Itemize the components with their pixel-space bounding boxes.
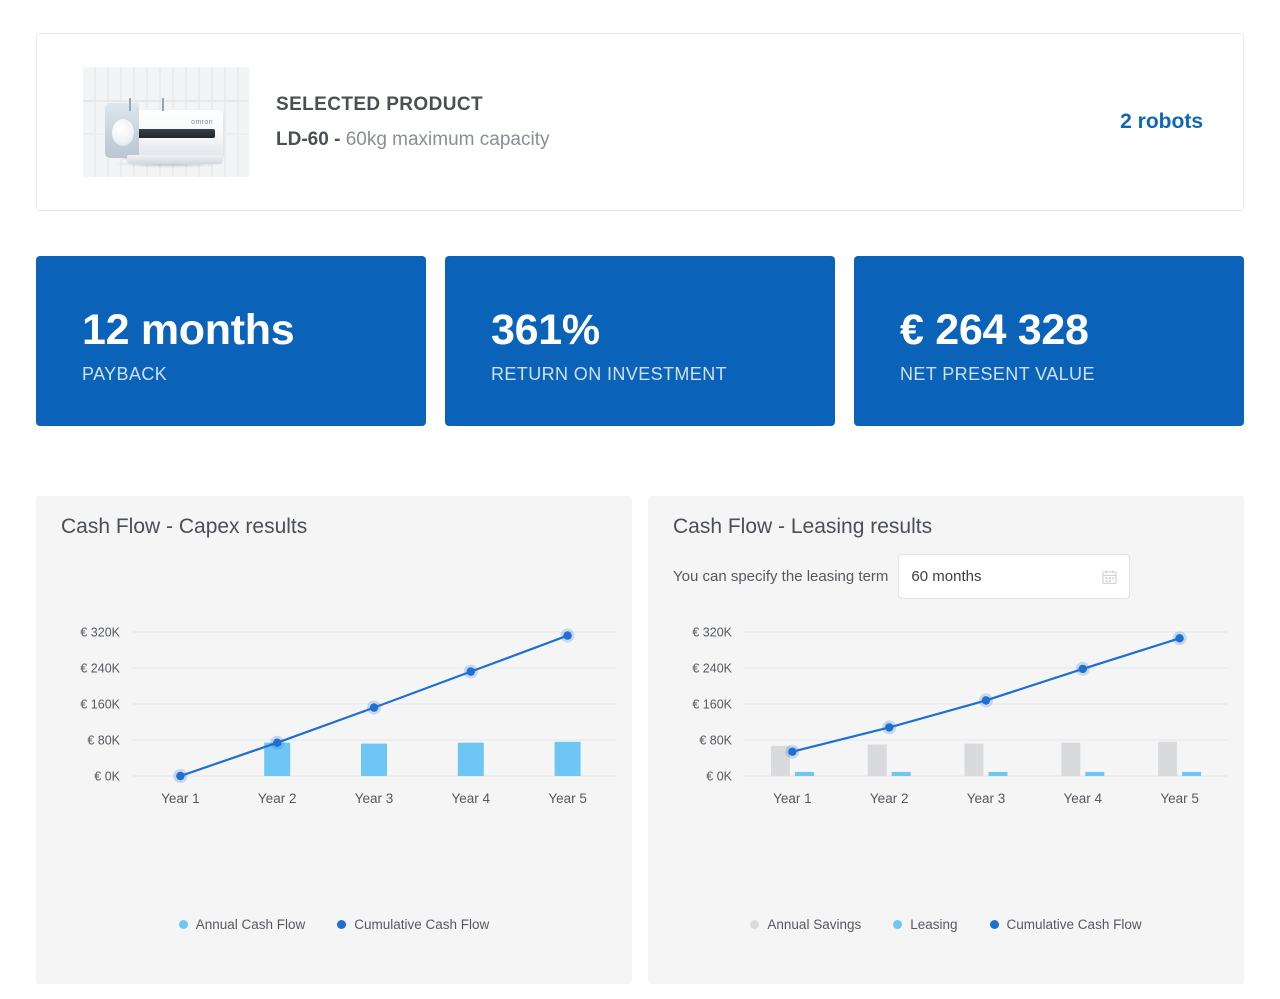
svg-text:€ 160K: € 160K: [80, 698, 120, 712]
svg-text:€ 240K: € 240K: [80, 662, 120, 676]
legend-label: Cumulative Cash Flow: [1006, 917, 1142, 932]
kpi-card-payback: 12 months PAYBACK: [36, 256, 426, 426]
legend-dot-icon: [337, 920, 347, 929]
calendar-icon[interactable]: [1102, 569, 1118, 585]
svg-text:€ 0K: € 0K: [706, 770, 732, 784]
leasing-chart-panel: Cash Flow - Leasing results You can spec…: [648, 496, 1244, 984]
legend-dot-icon: [893, 920, 903, 929]
product-text-block: SELECTED PRODUCT LD-60 - 60kg maximum ca…: [276, 94, 549, 151]
robot-illustration: omron: [105, 96, 225, 168]
robot-brand-logo: omron: [191, 119, 213, 126]
capex-plot-area: € 0K € 80K € 160K € 240K € 320K Year 1 Year 2 Y…: [36, 496, 632, 984]
legend-dot-icon: [178, 920, 188, 929]
charts-row: Cash Flow - Capex results € 0K € 80K € 160…: [36, 496, 1244, 984]
capex-chart-title: Cash Flow - Capex results: [61, 515, 308, 538]
svg-text:€ 80K: € 80K: [699, 734, 732, 748]
capex-chart-panel: Cash Flow - Capex results € 0K € 80K € 160…: [36, 496, 632, 984]
legend-item-annual-cash-flow[interactable]: Annual Cash Flow: [178, 917, 306, 932]
kpi-label-payback: PAYBACK: [82, 364, 168, 385]
leasing-chart-title: Cash Flow - Leasing results: [673, 515, 933, 538]
legend-label: Annual Savings: [767, 917, 862, 932]
kpi-card-roi: 361% RETURN ON INVESTMENT: [445, 256, 835, 426]
leasing-term-input[interactable]: 60 months: [898, 554, 1131, 599]
leasing-plot-svg: € 0K € 80K € 160K € 240K € 320K Year 1 Year 2 Y…: [692, 626, 1228, 806]
kpi-value-payback: 12 months: [82, 306, 295, 354]
svg-text:Year 4: Year 4: [452, 791, 491, 806]
legend-label: Cumulative Cash Flow: [354, 917, 490, 932]
kpi-card-npv: € 264 328 NET PRESENT VALUE: [854, 256, 1244, 426]
product-name-row: LD-60 - 60kg maximum capacity: [276, 129, 549, 151]
legend-dot-icon: [989, 920, 999, 929]
svg-text:€ 240K: € 240K: [692, 662, 732, 676]
leasing-term-row: You can specify the leasing term 60 mont…: [673, 554, 1131, 599]
legend-dot-icon: [750, 920, 760, 929]
svg-text:€ 0K: € 0K: [94, 770, 120, 784]
selected-product-card: omron SELECTED PRODUCT LD-60 - 60kg maxi…: [36, 33, 1244, 211]
svg-text:€ 320K: € 320K: [692, 626, 732, 640]
svg-text:Year 3: Year 3: [355, 791, 394, 806]
svg-text:Year 2: Year 2: [258, 791, 297, 806]
robot-count-value: 2 robots: [1120, 110, 1203, 133]
legend-item-cumulative-cash-flow[interactable]: Cumulative Cash Flow: [337, 917, 489, 932]
svg-text:Year 5: Year 5: [548, 791, 587, 806]
kpi-value-npv: € 264 328: [900, 306, 1089, 354]
legend-item-annual-savings[interactable]: Annual Savings: [750, 917, 861, 932]
legend-item-cumulative-cash-flow[interactable]: Cumulative Cash Flow: [989, 917, 1142, 932]
kpi-label-npv: NET PRESENT VALUE: [900, 364, 1095, 385]
svg-text:Year 3: Year 3: [967, 791, 1006, 806]
leasing-term-value[interactable]: 60 months: [911, 568, 982, 585]
legend-label: Leasing: [910, 917, 958, 932]
svg-text:€ 80K: € 80K: [87, 734, 120, 748]
capex-plot-svg: € 0K € 80K € 160K € 240K € 320K Year 1 Year 2 Y…: [80, 626, 616, 806]
kpi-label-roi: RETURN ON INVESTMENT: [491, 364, 728, 385]
product-description: 60kg maximum capacity: [345, 128, 550, 150]
product-model: LD-60 -: [276, 128, 341, 150]
svg-text:Year 2: Year 2: [870, 791, 909, 806]
leasing-plot-area: € 0K € 80K € 160K € 240K € 320K Year 1 Year 2 Y…: [648, 496, 1244, 984]
capex-legend: Annual Cash Flow Cumulative Cash Flow: [36, 917, 632, 932]
leasing-legend: Annual Savings Leasing Cumulative Cash F…: [648, 917, 1244, 932]
leasing-term-label: You can specify the leasing term: [673, 568, 889, 585]
kpi-value-roi: 361%: [491, 306, 600, 354]
svg-text:Year 4: Year 4: [1064, 791, 1103, 806]
legend-label: Annual Cash Flow: [195, 917, 306, 932]
selected-product-kicker: SELECTED PRODUCT: [276, 93, 483, 115]
svg-text:Year 5: Year 5: [1160, 791, 1199, 806]
legend-item-leasing[interactable]: Leasing: [893, 917, 958, 932]
svg-text:Year 1: Year 1: [773, 791, 812, 806]
robot-product-image: omron: [83, 67, 249, 177]
kpi-card-row: 12 months PAYBACK 361% RETURN ON INVESTM…: [36, 256, 1244, 426]
svg-text:Year 1: Year 1: [161, 791, 200, 806]
svg-text:€ 160K: € 160K: [692, 698, 732, 712]
svg-text:€ 320K: € 320K: [80, 626, 120, 640]
